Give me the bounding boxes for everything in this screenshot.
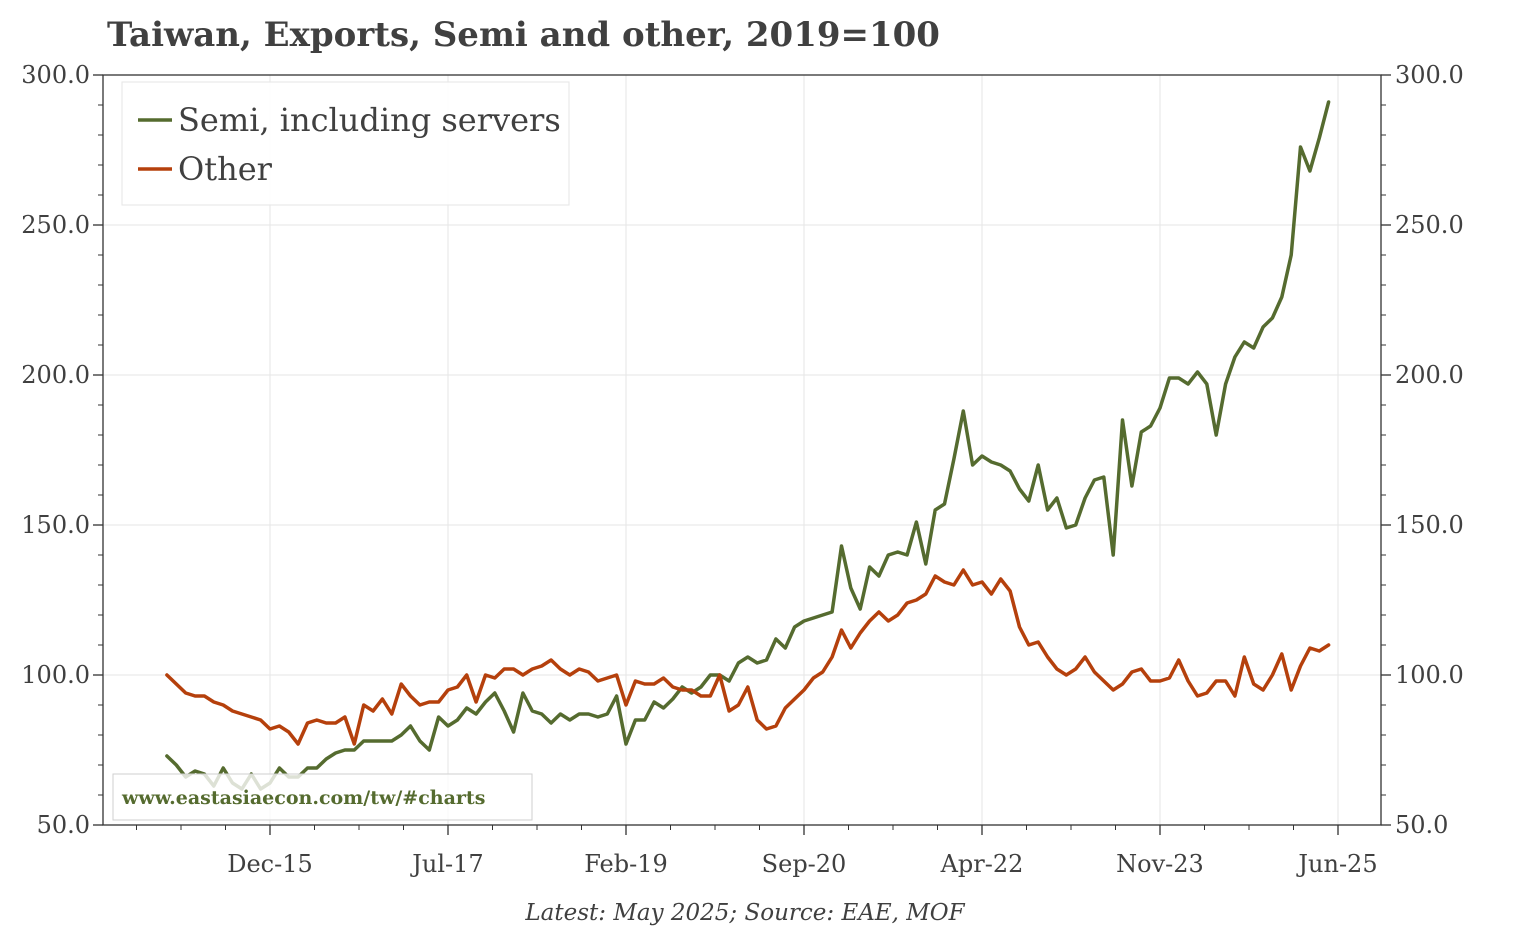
- x-tick-label: Jul-17: [409, 850, 483, 878]
- y-tick-label-left: 250.0: [21, 211, 90, 239]
- x-tick-label: Nov-23: [1116, 850, 1204, 878]
- y-tick-label-right: 50.0: [1395, 811, 1448, 839]
- y-axis-left: 50.0 100.0 150.0 200.0 250.0 300.0: [21, 61, 103, 839]
- y-tick-label-right: 250.0: [1395, 211, 1464, 239]
- x-axis: Dec-15 Jul-17 Feb-19 Sep-20 Apr-22 Nov-23 Jun-…: [136, 825, 1378, 878]
- chart-title: Taiwan, Exports, Semi and other, 2019=10…: [107, 15, 940, 55]
- y-tick-label-right: 200.0: [1395, 361, 1464, 389]
- y-tick-label-right: 300.0: [1395, 61, 1464, 89]
- x-tick-label: Jun-25: [1295, 850, 1377, 878]
- y-tick-label-left: 100.0: [21, 661, 90, 689]
- legend-box: [121, 81, 570, 206]
- watermark-text: www.eastasiaecon.com/tw/#charts: [121, 787, 485, 809]
- y-tick-label-right: 150.0: [1395, 511, 1464, 539]
- series-line-semi: [165, 100, 1331, 791]
- x-tick-label: Feb-19: [584, 850, 668, 878]
- legend-label-semi: Semi, including servers: [178, 101, 561, 139]
- legend: Semi, including servers Other: [121, 81, 570, 206]
- watermark: www.eastasiaecon.com/tw/#charts: [112, 773, 533, 821]
- watermark-box: [112, 773, 533, 821]
- y-tick-label-left: 200.0: [21, 361, 90, 389]
- series-line-other: [165, 568, 1331, 746]
- y-axis-right: 50.0 100.0 150.0 200.0 250.0 300.0: [1381, 61, 1464, 839]
- source-note: Latest: May 2025; Source: EAE, MOF: [524, 900, 965, 926]
- x-tick-label: Apr-22: [940, 850, 1024, 878]
- plot-frame: [102, 74, 1382, 826]
- y-tick-label-right: 100.0: [1395, 661, 1464, 689]
- y-tick-label-left: 50.0: [37, 811, 90, 839]
- legend-label-other: Other: [178, 150, 273, 188]
- y-tick-label-left: 300.0: [21, 61, 90, 89]
- x-tick-label: Sep-20: [762, 850, 847, 878]
- x-tick-label: Dec-15: [227, 850, 313, 878]
- y-tick-label-left: 150.0: [21, 511, 90, 539]
- series-layer: [165, 100, 1331, 791]
